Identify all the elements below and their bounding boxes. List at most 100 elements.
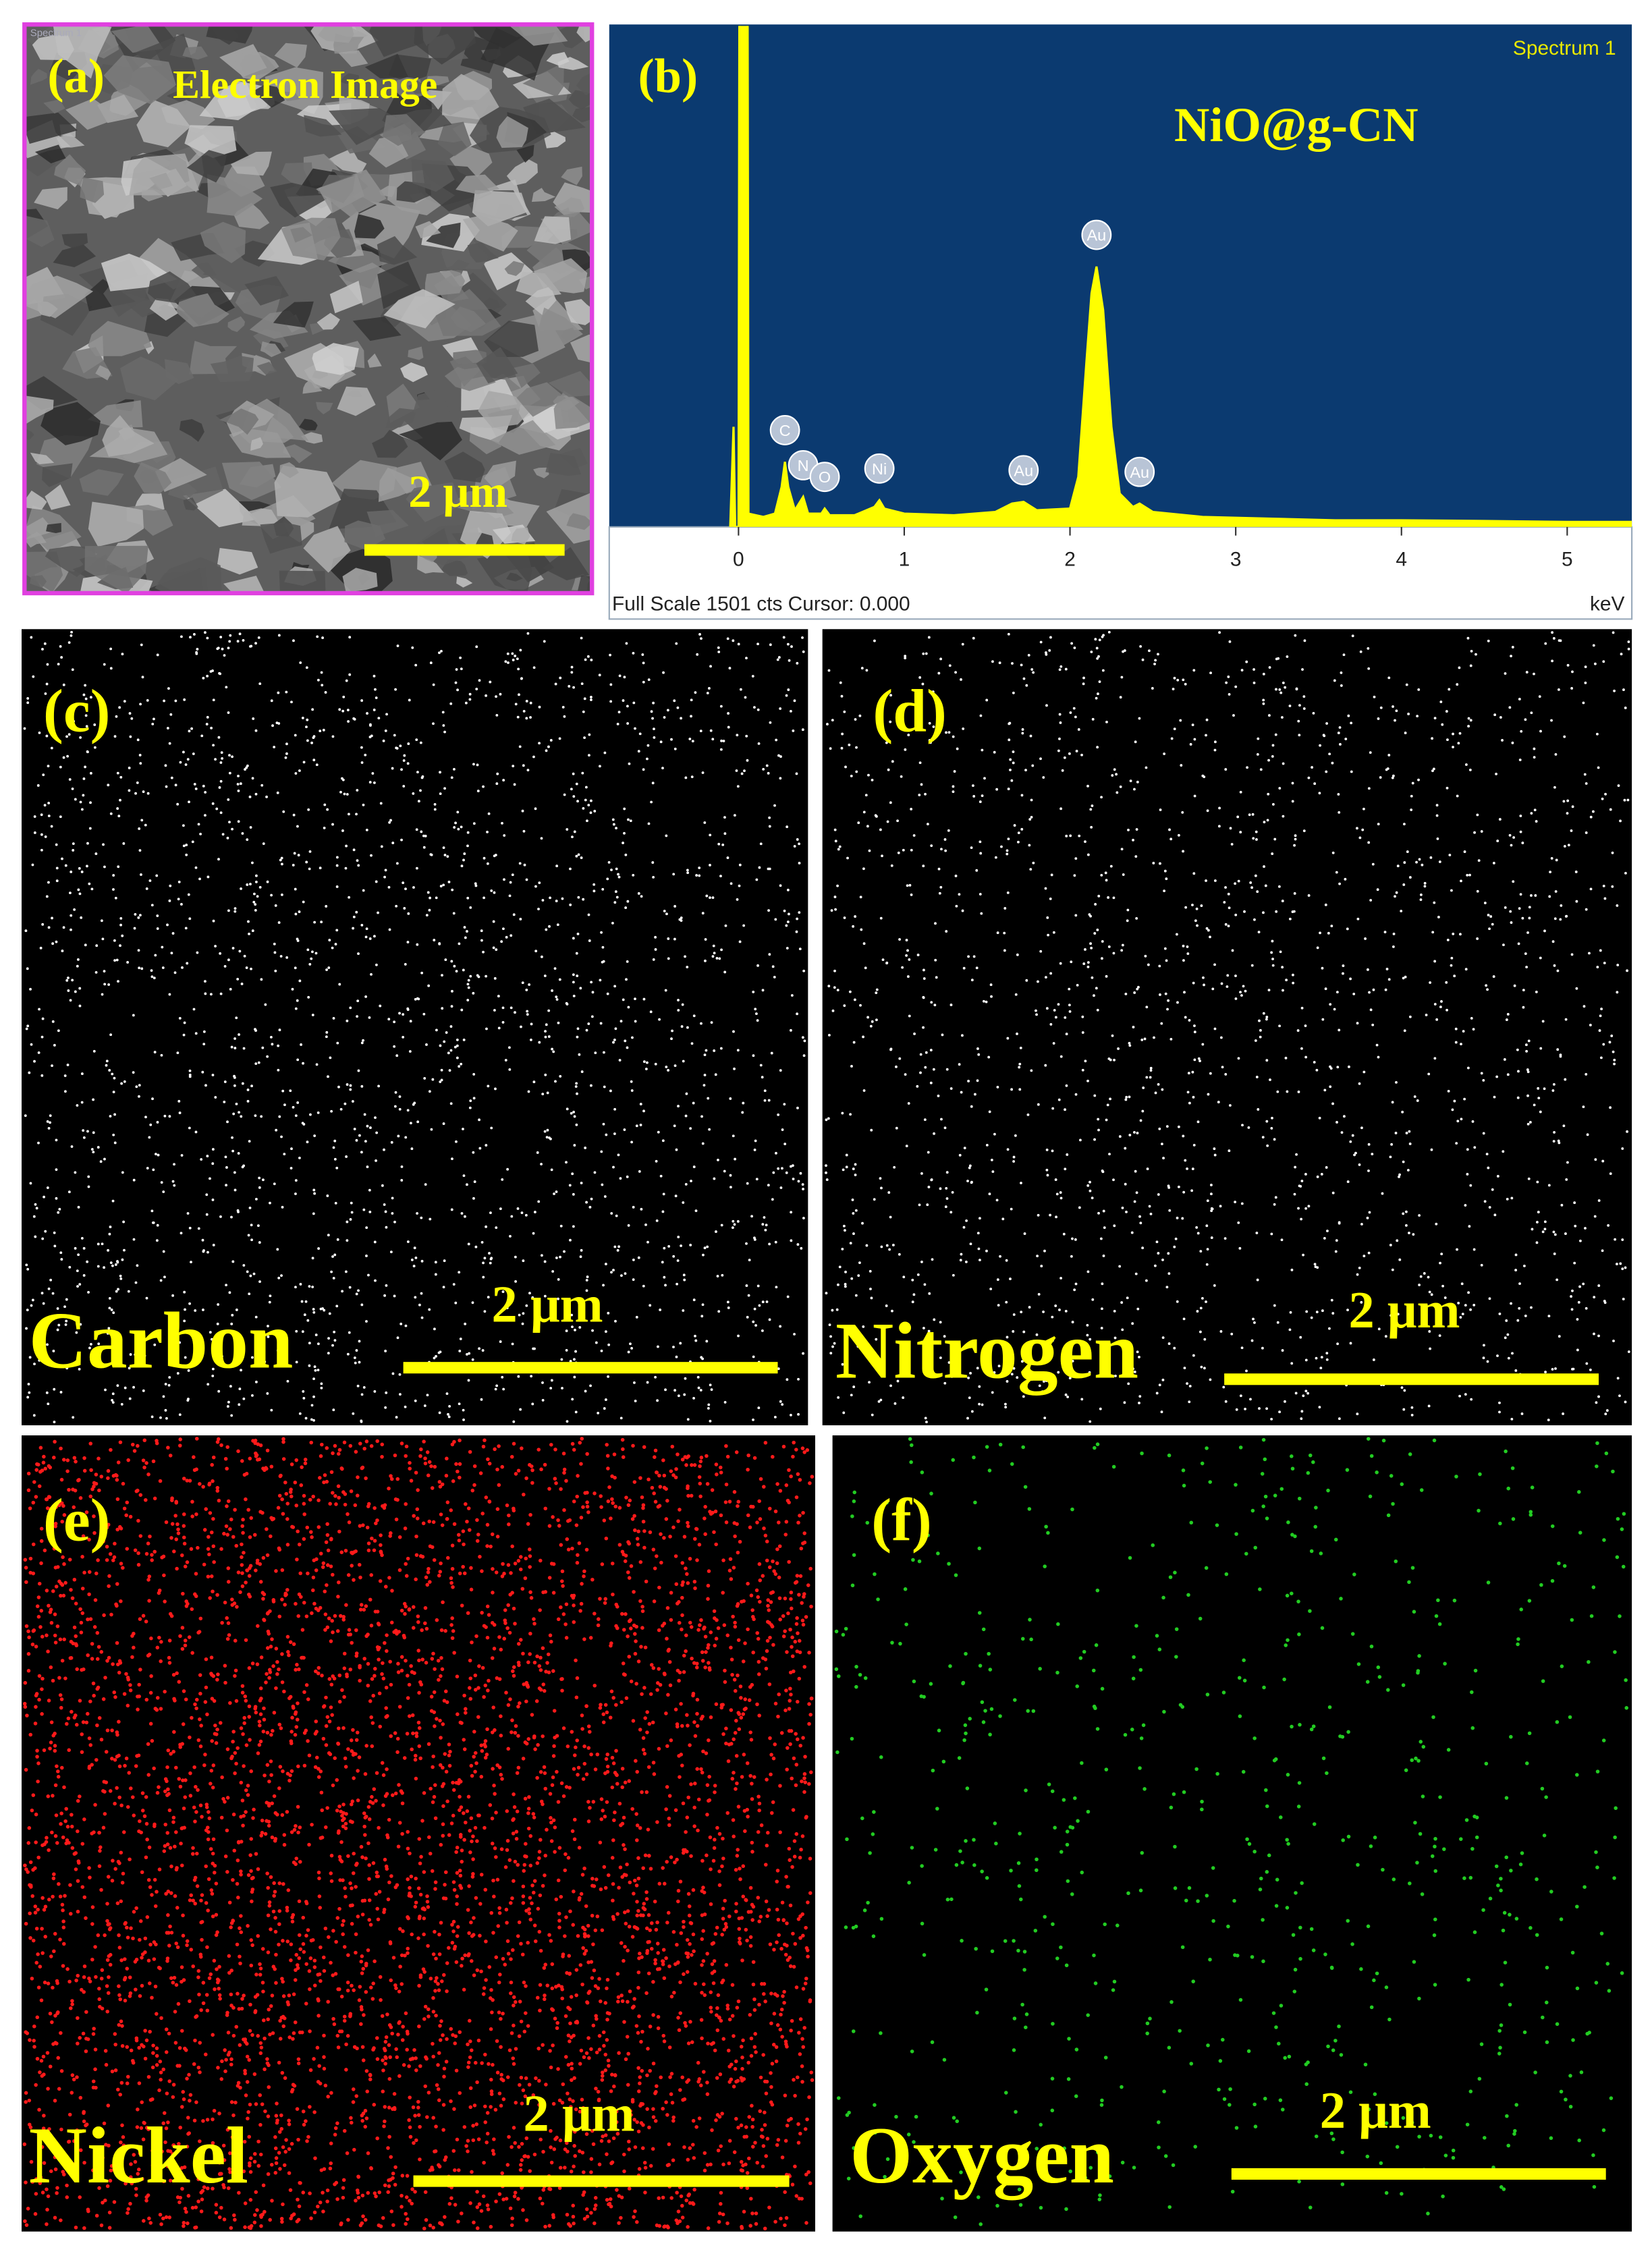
dot bbox=[682, 1309, 685, 1312]
dot bbox=[462, 1039, 466, 1041]
dot bbox=[1279, 950, 1282, 954]
dot bbox=[1113, 1336, 1117, 1340]
dot bbox=[583, 736, 586, 740]
dot bbox=[480, 2061, 484, 2065]
dot bbox=[1199, 1060, 1201, 1063]
dot bbox=[119, 1274, 122, 1277]
sem-grain bbox=[329, 281, 363, 314]
dot bbox=[583, 697, 586, 700]
dot bbox=[854, 718, 857, 721]
dot bbox=[68, 778, 72, 781]
dot bbox=[1302, 1253, 1305, 1257]
dot bbox=[659, 1174, 663, 1178]
dot bbox=[94, 970, 98, 974]
dot bbox=[1373, 695, 1376, 698]
dot bbox=[1240, 1346, 1244, 1350]
dot bbox=[1046, 1348, 1049, 1352]
sem-grain bbox=[425, 76, 449, 86]
dot bbox=[260, 1115, 263, 1118]
dot bbox=[404, 963, 407, 966]
dot bbox=[507, 661, 510, 664]
dot bbox=[1570, 1295, 1572, 1298]
dot bbox=[1124, 1098, 1128, 1101]
dot bbox=[111, 1392, 115, 1396]
dot bbox=[653, 727, 655, 731]
dot bbox=[485, 1727, 489, 1732]
dot bbox=[1616, 964, 1620, 966]
dot bbox=[900, 775, 903, 778]
dot bbox=[115, 958, 119, 962]
sem-grain bbox=[45, 484, 71, 510]
dot bbox=[506, 1952, 511, 1956]
dot bbox=[779, 777, 782, 780]
dot bbox=[31, 863, 34, 866]
dot bbox=[233, 910, 237, 913]
dot bbox=[541, 899, 545, 902]
dot bbox=[1400, 1386, 1404, 1390]
dot bbox=[1456, 1120, 1460, 1123]
dot bbox=[441, 1834, 445, 1838]
dot bbox=[879, 1398, 883, 1402]
dot bbox=[1027, 653, 1030, 657]
dot bbox=[308, 963, 312, 966]
dot bbox=[1205, 734, 1207, 737]
dot bbox=[296, 1058, 300, 1062]
dot bbox=[456, 810, 460, 814]
dot bbox=[75, 2128, 79, 2133]
dot bbox=[458, 942, 461, 945]
dot bbox=[722, 740, 725, 742]
dot bbox=[1552, 1230, 1555, 1234]
dot bbox=[301, 1330, 304, 1333]
annotation: Full Scale 1501 cts Cursor: 0.000 bbox=[612, 593, 910, 615]
dot bbox=[1585, 1073, 1588, 1076]
dot bbox=[103, 1266, 106, 1269]
dot bbox=[429, 896, 431, 900]
dot bbox=[736, 1049, 740, 1052]
dot bbox=[1037, 980, 1039, 983]
dot bbox=[322, 728, 325, 732]
dot bbox=[1526, 931, 1529, 934]
dot bbox=[1114, 1374, 1117, 1377]
dot bbox=[278, 2018, 282, 2023]
dot bbox=[541, 1381, 544, 1384]
dot bbox=[176, 802, 180, 806]
dot bbox=[857, 1274, 860, 1277]
dot bbox=[201, 2001, 206, 2006]
dot bbox=[1305, 1310, 1309, 1313]
dot bbox=[43, 642, 47, 645]
dot bbox=[224, 1155, 227, 1159]
dot bbox=[51, 1589, 55, 1593]
scale-bar bbox=[403, 1362, 778, 1374]
dot bbox=[1338, 1221, 1341, 1225]
dot bbox=[333, 1139, 337, 1143]
dot bbox=[1093, 1138, 1096, 1141]
dot bbox=[596, 1300, 599, 1303]
dot bbox=[1281, 966, 1284, 969]
dot bbox=[1596, 966, 1599, 968]
dot bbox=[1006, 1148, 1010, 1151]
dot bbox=[1228, 1104, 1232, 1107]
dot bbox=[790, 1239, 793, 1242]
dot bbox=[227, 798, 230, 801]
dot bbox=[568, 1184, 572, 1187]
dot bbox=[664, 1284, 667, 1287]
dot bbox=[1006, 1380, 1009, 1383]
dot bbox=[1176, 1300, 1179, 1303]
dot bbox=[82, 1129, 85, 1132]
dot bbox=[1437, 916, 1440, 918]
dot bbox=[1158, 1127, 1161, 1130]
dot bbox=[107, 1248, 109, 1252]
dot bbox=[1227, 925, 1230, 928]
dot bbox=[759, 1064, 763, 1067]
dot bbox=[87, 1290, 90, 1294]
dot bbox=[586, 1275, 589, 1279]
dot bbox=[757, 1406, 761, 1410]
sem-grain bbox=[84, 545, 148, 593]
dot bbox=[270, 699, 273, 703]
dot bbox=[1098, 680, 1101, 684]
dot bbox=[298, 1412, 302, 1415]
dot bbox=[129, 735, 132, 738]
sem-grain bbox=[179, 419, 204, 442]
dot bbox=[802, 650, 805, 653]
dot bbox=[1608, 1041, 1612, 1044]
